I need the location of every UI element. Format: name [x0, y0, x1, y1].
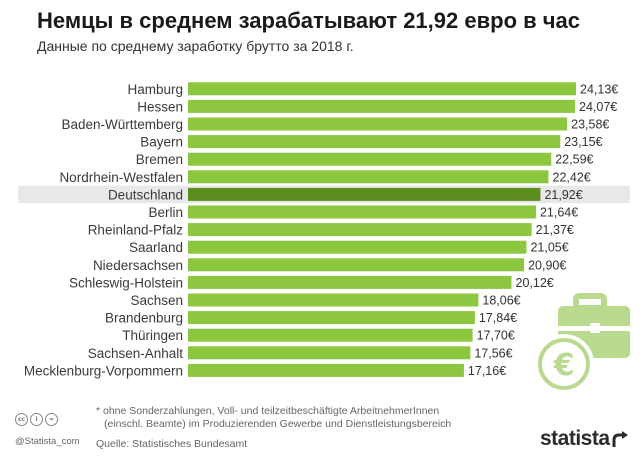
bar	[188, 152, 552, 166]
value-label: 21,05€	[530, 241, 568, 255]
bar	[188, 363, 464, 377]
bar	[188, 346, 471, 360]
value-label: 17,70€	[477, 329, 515, 343]
bar	[188, 205, 536, 219]
value-label: 22,59€	[555, 153, 593, 167]
category-label: Niedersachsen	[93, 258, 183, 273]
statista-logo: statista	[540, 427, 610, 450]
footnote-line: (einschl. Beamte) im Produzierenden Gewe…	[104, 418, 452, 430]
bar	[188, 275, 512, 289]
logo-mark-icon	[612, 431, 628, 447]
category-label: Brandenburg	[105, 311, 183, 326]
value-label: 21,37€	[536, 223, 574, 237]
value-label: 17,84€	[479, 311, 517, 325]
category-label: Schleswig-Holstein	[69, 275, 183, 290]
bar	[188, 258, 525, 272]
category-label: Mecklenburg-Vorpommern	[24, 363, 183, 378]
value-label: 18,06€	[482, 294, 520, 308]
attribution-icon: i	[30, 413, 43, 426]
value-label: 24,07€	[579, 100, 617, 114]
value-label: 23,15€	[564, 135, 602, 149]
value-label: 21,64€	[540, 206, 578, 220]
bar	[188, 99, 576, 113]
bar	[188, 328, 473, 342]
category-label: Rheinland-Pfalz	[88, 223, 184, 238]
value-label: 22,42€	[553, 170, 591, 184]
category-label: Berlin	[148, 205, 183, 220]
cc-icon: cc	[15, 413, 28, 426]
category-label: Bremen	[136, 152, 183, 167]
chart-subtitle: Данные по среднему заработку брутто за 2…	[37, 38, 354, 54]
value-label: 17,16€	[468, 364, 506, 378]
category-label: Bayern	[140, 135, 183, 150]
bar	[188, 135, 561, 149]
bar	[188, 170, 549, 184]
category-label: Sachsen-Anhalt	[88, 346, 184, 361]
footnote-line: * ohne Sonderzahlungen, Voll- und teilze…	[96, 405, 440, 417]
value-label: 23,58€	[571, 118, 609, 132]
license-icons: cc i =	[15, 413, 58, 426]
bar	[188, 240, 527, 254]
category-label: Hessen	[137, 99, 183, 114]
no-derivatives-icon: =	[45, 413, 58, 426]
value-label: 20,90€	[528, 258, 566, 272]
chart-title: Немцы в среднем зарабатывают 21,92 евро …	[37, 8, 580, 33]
bar	[188, 82, 576, 96]
briefcase-euro-icon: €	[534, 293, 630, 394]
bar	[188, 117, 568, 131]
category-label: Deutschland	[108, 187, 183, 202]
bar	[188, 187, 541, 201]
bar	[188, 311, 475, 325]
svg-text:€: €	[553, 348, 575, 383]
value-label: 20,12€	[516, 276, 554, 290]
bar	[188, 293, 479, 307]
bar	[188, 223, 532, 237]
category-label: Hamburg	[127, 82, 183, 97]
category-label: Sachsen	[130, 293, 183, 308]
social-handle[interactable]: @Statista_com	[15, 436, 80, 447]
category-label: Thüringen	[122, 328, 183, 343]
source-text: Quelle: Statistisches Bundesamt	[96, 438, 248, 450]
category-label: Saarland	[129, 240, 183, 255]
category-label: Baden-Württemberg	[61, 117, 183, 132]
value-label: 24,13€	[580, 82, 618, 96]
footnote: * ohne Sonderzahlungen, Voll- und teilze…	[96, 405, 451, 431]
value-label: 21,92€	[544, 188, 582, 202]
category-label: Nordrhein-Westfalen	[59, 170, 183, 185]
value-label: 17,56€	[474, 346, 512, 360]
